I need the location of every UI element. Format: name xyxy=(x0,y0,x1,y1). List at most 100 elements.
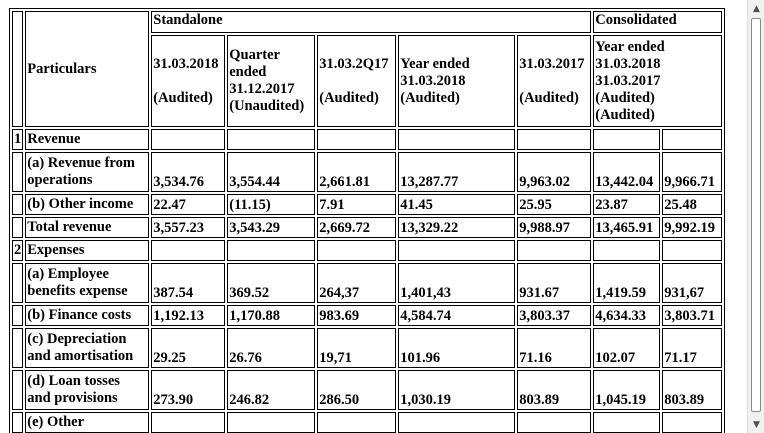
value-cell: 3,554.44 xyxy=(227,152,316,192)
value-cell: 3,543.29 xyxy=(227,217,316,238)
value-cell xyxy=(227,240,316,261)
value-cell xyxy=(517,240,592,261)
value-cell xyxy=(593,240,661,261)
value-cell: 71.16 xyxy=(517,328,592,368)
row-label-line: (a) Employee xyxy=(27,266,109,282)
row-label-line: and provisions xyxy=(27,390,118,406)
header-col-6-line5: (Audited) xyxy=(595,106,655,123)
value-cell: 23.87 xyxy=(593,194,661,215)
row-index: 1 xyxy=(12,129,24,150)
row-index xyxy=(12,370,24,410)
scroll-down-arrow-icon[interactable]: ▼ xyxy=(753,419,760,430)
value-cell: 387.54 xyxy=(151,263,226,303)
row-label-line: operations xyxy=(27,172,93,188)
value-cell: 25.95 xyxy=(517,194,592,215)
value-cell: 983.69 xyxy=(317,305,397,326)
row-label-line: (c) Depreciation xyxy=(27,331,127,347)
document-viewport: Particulars Standalone Consolidated 31.0… xyxy=(9,8,726,433)
header-col-6-line1: Year ended xyxy=(595,38,665,55)
header-col-5-date: 31.03.2017 xyxy=(519,55,585,72)
header-blank xyxy=(12,11,24,127)
value-cell xyxy=(227,129,316,150)
value-cell: 2,669.72 xyxy=(317,217,397,238)
row-label: (c) Depreciation and amortisation xyxy=(25,328,150,368)
row-label: (e) Other xyxy=(25,412,150,433)
header-col-4-line3: (Audited) xyxy=(400,89,460,106)
value-cell: 9,992.19 xyxy=(662,217,723,238)
header-row-periods: 31.03.2018 (Audited) Quarter ended 31.12… xyxy=(12,35,723,127)
header-col-6: Year ended 31.03.2018 31.03.2017 (Audite… xyxy=(593,35,723,127)
header-col-2-line1: Quarter xyxy=(229,47,280,63)
table-row: (b) Other income 22.47 (11.15) 7.91 41.45 25.… xyxy=(12,194,723,215)
header-col-6-line2: 31.03.2018 xyxy=(595,55,661,72)
row-label: (b) Finance costs xyxy=(25,305,150,326)
value-cell: 2,661.81 xyxy=(317,152,397,192)
value-cell xyxy=(593,412,661,433)
value-cell: 4,584.74 xyxy=(398,305,516,326)
value-cell: 13,287.77 xyxy=(398,152,516,192)
row-index xyxy=(12,328,24,368)
header-col-2-line2: ended xyxy=(229,64,267,80)
value-cell: (11.15) xyxy=(227,194,316,215)
value-cell xyxy=(317,240,397,261)
value-cell xyxy=(593,129,661,150)
value-cell: 1,030.19 xyxy=(398,370,516,410)
row-label: (a) Employee benefits expense xyxy=(25,263,150,303)
value-cell: 931,67 xyxy=(662,263,723,303)
value-cell: 102.07 xyxy=(593,328,661,368)
row-index xyxy=(12,263,24,303)
value-cell: 803.89 xyxy=(517,370,592,410)
value-cell: 1,401,43 xyxy=(398,263,516,303)
header-row-groups: Particulars Standalone Consolidated xyxy=(12,11,723,127)
table-row: Total revenue 3,557.23 3,543.29 2,669.72 13,… xyxy=(12,217,723,238)
header-col-5-status: (Audited) xyxy=(519,89,579,106)
value-cell: 3,803.71 xyxy=(662,305,723,326)
value-cell: 9,988.97 xyxy=(517,217,592,238)
row-index xyxy=(12,412,24,433)
header-col-5: 31.03.2017 (Audited) xyxy=(517,35,592,127)
value-cell: 3,803.37 xyxy=(517,305,592,326)
value-cell: 1,170.88 xyxy=(227,305,316,326)
row-label: Revenue xyxy=(25,129,150,150)
header-col-4-line1: Year ended xyxy=(400,55,470,72)
value-cell: 273.90 xyxy=(151,370,226,410)
header-col-2-line3: 31.12.2017 xyxy=(229,81,295,97)
header-col-1-status: (Audited) xyxy=(153,89,213,106)
value-cell xyxy=(151,240,226,261)
value-cell xyxy=(227,412,316,433)
row-label: (d) Loan tosses and provisions xyxy=(25,370,150,410)
row-label-line: Total revenue xyxy=(27,219,112,235)
value-cell: 3,534.76 xyxy=(151,152,226,192)
header-standalone: Standalone xyxy=(151,11,592,33)
table-row: 2 Expenses xyxy=(12,240,723,261)
scrollbar-thumb[interactable] xyxy=(751,18,761,412)
value-cell xyxy=(662,129,723,150)
value-cell: 369.52 xyxy=(227,263,316,303)
row-index xyxy=(12,217,24,238)
vertical-scrollbar[interactable]: ▲ ▼ xyxy=(747,0,764,433)
row-index xyxy=(12,152,24,192)
value-cell: 25.48 xyxy=(662,194,723,215)
value-cell: 41.45 xyxy=(398,194,516,215)
value-cell xyxy=(317,412,397,433)
value-cell: 3,557.23 xyxy=(151,217,226,238)
value-cell xyxy=(398,240,516,261)
table-row: (a) Revenue from operations 3,534.76 3,554.… xyxy=(12,152,723,192)
header-particulars: Particulars xyxy=(25,11,150,127)
value-cell: 22.47 xyxy=(151,194,226,215)
row-label-line: benefits expense xyxy=(27,283,128,299)
row-index xyxy=(12,305,24,326)
value-cell: 7.91 xyxy=(317,194,397,215)
value-cell: 13,465.91 xyxy=(593,217,661,238)
value-cell: 931.67 xyxy=(517,263,592,303)
value-cell: 13,329.22 xyxy=(398,217,516,238)
table-row: (a) Employee benefits expense 387.54 369.52… xyxy=(12,263,723,303)
scroll-up-arrow-icon[interactable]: ▲ xyxy=(753,3,760,14)
header-col-2: Quarter ended 31.12.2017 (Unaudited) xyxy=(227,35,316,127)
table-row: 1 Revenue xyxy=(12,129,723,150)
header-col-3: 31.03.2Q17 (Audited) xyxy=(317,35,397,127)
header-col-1-date: 31.03.2018 xyxy=(153,55,219,72)
value-cell: 264,37 xyxy=(317,263,397,303)
value-cell xyxy=(517,129,592,150)
header-col-6-line4: (Audited) xyxy=(595,89,655,106)
